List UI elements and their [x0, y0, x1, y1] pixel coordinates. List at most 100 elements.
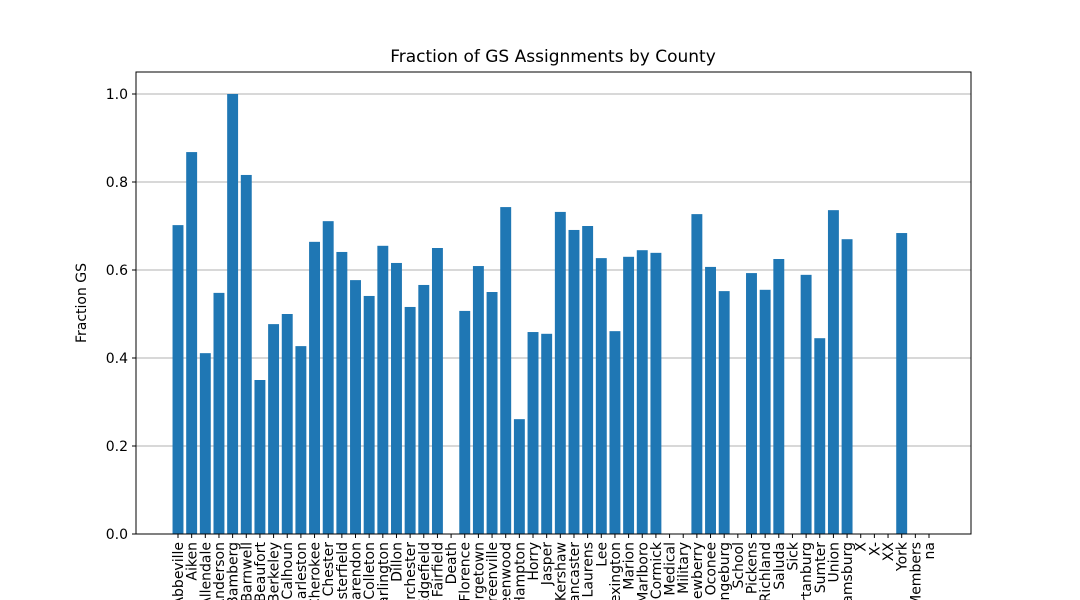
- x-tick-label: Aiken: [185, 542, 201, 581]
- x-tick-label: Barnwell: [239, 542, 255, 600]
- bar: [827, 210, 839, 534]
- bar: [377, 245, 389, 535]
- bar: [227, 94, 239, 534]
- x-tick-label: Cherokee: [308, 542, 324, 600]
- x-tick-label: Union: [826, 542, 842, 582]
- x-tick-label: Edgefield: [417, 542, 433, 600]
- x-tick-label: Richland: [758, 542, 774, 600]
- x-tick-label: Spartanburg: [799, 542, 815, 600]
- bar: [623, 256, 635, 534]
- bar: [609, 331, 621, 534]
- x-tick-label: Beaufort: [253, 542, 269, 600]
- bar: [814, 338, 826, 534]
- x-tick-label: Death: [444, 542, 460, 584]
- x-tick-label: Dillon: [389, 542, 405, 582]
- bar: [554, 211, 566, 535]
- x-tick-label: Military: [676, 542, 692, 594]
- x-tick-label: Jasper: [540, 542, 556, 587]
- bar: [527, 332, 539, 534]
- x-tick-label: Lancaster: [567, 542, 583, 600]
- bar: [705, 266, 716, 534]
- bar: [309, 241, 321, 534]
- bar: [500, 207, 512, 534]
- y-tick-label: 1.0: [106, 87, 128, 103]
- y-tick-label: 0.8: [106, 175, 128, 191]
- x-tick-label: Bamberg: [226, 542, 242, 600]
- x-tick-label: Horry: [526, 542, 542, 581]
- plot-frame: [135, 71, 972, 535]
- y-tick-label: 0.6: [106, 263, 128, 279]
- x-tick-label: na: [922, 542, 938, 559]
- bar: [199, 353, 211, 534]
- x-tick-label: Oconee: [704, 542, 720, 595]
- x-tick-label: Abbeville: [171, 542, 187, 600]
- bar: [746, 273, 757, 534]
- x-tick-label: Fairfield: [430, 542, 446, 597]
- x-tick-label: Chesterfield: [335, 542, 351, 600]
- bar: [240, 174, 252, 534]
- x-tick-label: Laurens: [581, 542, 597, 597]
- x-tick-label: Hampton: [512, 542, 528, 600]
- bar: [350, 280, 361, 534]
- bar: [486, 292, 498, 534]
- bar: [896, 233, 908, 535]
- bar: [841, 239, 853, 534]
- x-tick-label: Charleston: [294, 542, 310, 600]
- x-tick-label: Lexington: [608, 542, 624, 600]
- x-tick-label: Kershaw: [553, 542, 569, 600]
- bar: [759, 289, 771, 534]
- y-axis-label: Fraction GS: [74, 263, 90, 343]
- bar: [213, 292, 225, 534]
- bar: [186, 152, 198, 534]
- bar: [431, 248, 443, 534]
- bars: [172, 94, 908, 535]
- bar: [541, 333, 553, 534]
- bar: [650, 252, 662, 534]
- x-tick-label: Dorchester: [403, 542, 419, 600]
- x-tick-label: York: [895, 541, 911, 572]
- x-tick-label: Williamsburg: [840, 542, 856, 600]
- tick-labels: 0.0 0.2 0.4 0.6 0.8 1.0 AbbevilleAikenAllendal…: [106, 87, 938, 600]
- x-tick-label: Medical: [663, 542, 679, 596]
- x-tick-label: Greenwood: [499, 542, 515, 600]
- bar: [773, 259, 785, 534]
- bar: [800, 274, 812, 534]
- bar: [568, 229, 580, 534]
- x-tick-label: Lee: [594, 542, 610, 567]
- x-tick-label: Colleton: [362, 542, 378, 600]
- x-tick-label: Marlboro: [635, 542, 651, 600]
- y-tick-label: 0.4: [106, 351, 128, 367]
- x-tick-label: Sumter: [813, 542, 829, 594]
- bar: [513, 419, 525, 534]
- x-tick-label: Marion: [622, 542, 638, 590]
- x-tick-label: School: [731, 542, 747, 588]
- x-tick-label: XX: [881, 542, 897, 562]
- bar: [459, 310, 471, 534]
- bar: [595, 258, 607, 534]
- x-tick-label: X: [854, 542, 870, 552]
- bar: [254, 380, 266, 534]
- bar: [268, 324, 280, 534]
- bar: [281, 314, 293, 534]
- bar: [582, 226, 594, 534]
- x-tick-label: McCormick: [649, 541, 665, 600]
- x-tick-label: Saluda: [772, 542, 788, 590]
- bar: [718, 291, 730, 534]
- x-tick-label: Calhoun: [280, 542, 296, 599]
- x-tick-label: Clarendon: [349, 542, 365, 600]
- x-tick-label: Anderson: [212, 542, 228, 600]
- chart-title: Fraction of GS Assignments by County: [390, 47, 716, 67]
- x-tick-label: Members: [908, 542, 924, 600]
- x-tick-label: Florence: [458, 542, 474, 600]
- bar: [691, 214, 703, 534]
- bar: [391, 262, 402, 534]
- y-tick-label: 0.2: [106, 439, 128, 455]
- x-tick-label: Chester: [321, 542, 337, 597]
- bar: [363, 295, 375, 534]
- x-tick-label: Sick: [785, 541, 801, 570]
- x-tick-label: Berkeley: [267, 542, 283, 600]
- x-tick-label: X-: [867, 542, 883, 556]
